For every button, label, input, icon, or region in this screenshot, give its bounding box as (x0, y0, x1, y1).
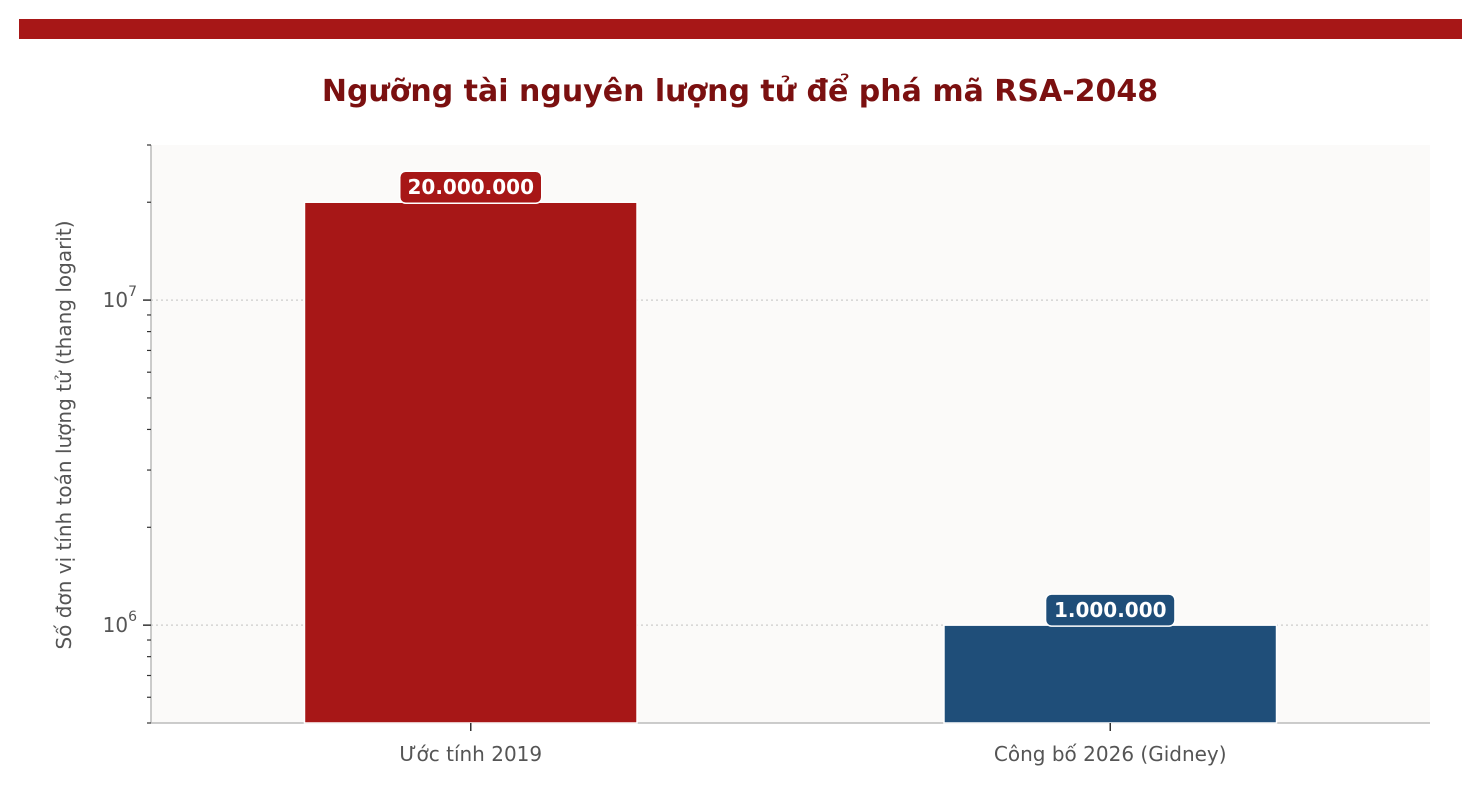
x-tick-label-0: Ước tính 2019 (399, 742, 542, 766)
bar-1 (943, 624, 1278, 724)
data-label-box-1 (1044, 593, 1176, 627)
data-label-0: 20.000.000 (407, 175, 534, 199)
chart-title: Ngưỡng tài nguyên lượng tử để phá mã RSA… (321, 74, 1159, 109)
bar-0 (303, 201, 638, 724)
data-label-1: 1.000.000 (1054, 598, 1167, 622)
top-accent-bar (19, 19, 1462, 39)
data-label-box-0 (399, 170, 543, 204)
y-tick-label-0: 106 (103, 609, 137, 637)
x-tick-label-1: Công bố 2026 (Gidney) (994, 742, 1227, 766)
y-tick-label-1: 107 (103, 284, 137, 312)
